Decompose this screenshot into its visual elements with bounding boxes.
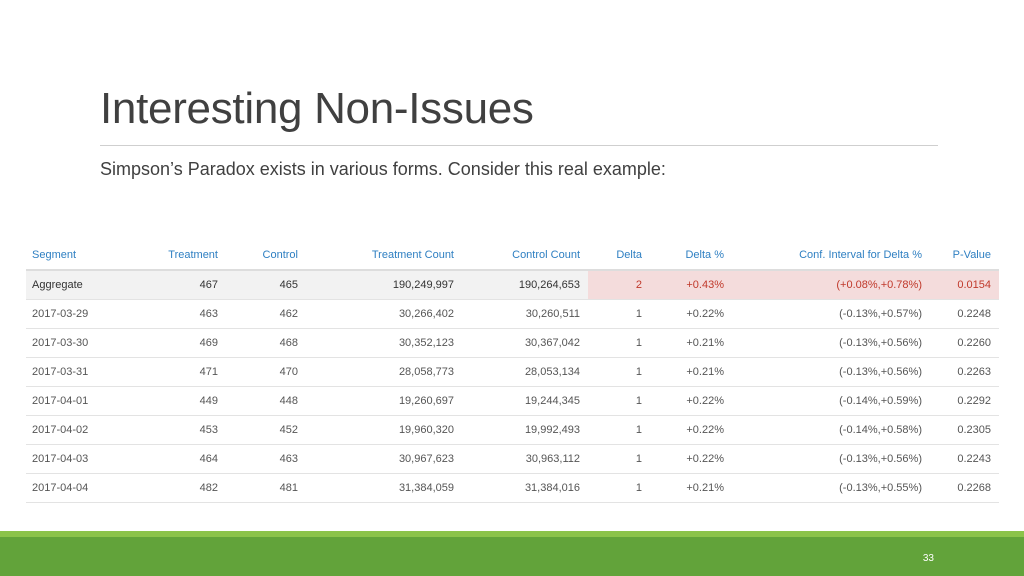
- table-header-row: Segment Treatment Control Treatment Coun…: [26, 241, 999, 271]
- cell-treatment: 469: [138, 328, 226, 358]
- table-row: 2017-04-01 449 448 19,260,697 19,244,345…: [26, 386, 999, 416]
- column-header-p-value: P-Value: [930, 241, 999, 271]
- column-header-treatment: Treatment: [138, 241, 226, 271]
- cell-confidence-interval: (-0.13%,+0.56%): [732, 444, 930, 474]
- cell-treatment: 482: [138, 473, 226, 503]
- cell-delta-percent: +0.22%: [650, 444, 732, 474]
- cell-delta: 1: [588, 357, 650, 387]
- cell-p-value: 0.0154: [930, 270, 999, 300]
- cell-control: 462: [226, 299, 306, 329]
- cell-segment: 2017-03-29: [26, 299, 138, 329]
- cell-treatment-count: 30,266,402: [306, 299, 462, 329]
- cell-confidence-interval: (+0.08%,+0.78%): [732, 270, 930, 300]
- title-divider: [100, 145, 938, 146]
- cell-treatment-count: 31,384,059: [306, 473, 462, 503]
- cell-control-count: 19,244,345: [462, 386, 588, 416]
- column-header-control: Control: [226, 241, 306, 271]
- cell-treatment: 471: [138, 357, 226, 387]
- cell-treatment: 449: [138, 386, 226, 416]
- column-header-confidence-interval: Conf. Interval for Delta %: [732, 241, 930, 271]
- cell-p-value: 0.2305: [930, 415, 999, 445]
- cell-control-count: 30,963,112: [462, 444, 588, 474]
- cell-confidence-interval: (-0.14%,+0.58%): [732, 415, 930, 445]
- cell-treatment-count: 30,352,123: [306, 328, 462, 358]
- cell-delta: 1: [588, 415, 650, 445]
- cell-treatment-count: 190,249,997: [306, 270, 462, 300]
- results-table: Segment Treatment Control Treatment Coun…: [26, 241, 999, 503]
- cell-p-value: 0.2243: [930, 444, 999, 474]
- column-header-delta: Delta: [588, 241, 650, 271]
- cell-control: 465: [226, 270, 306, 300]
- cell-treatment: 463: [138, 299, 226, 329]
- cell-segment: 2017-04-04: [26, 473, 138, 503]
- cell-control: 452: [226, 415, 306, 445]
- footer-accent-stripe: [0, 531, 1024, 537]
- cell-confidence-interval: (-0.13%,+0.56%): [732, 357, 930, 387]
- cell-p-value: 0.2268: [930, 473, 999, 503]
- cell-treatment-count: 19,960,320: [306, 415, 462, 445]
- cell-treatment-count: 19,260,697: [306, 386, 462, 416]
- cell-segment: 2017-04-02: [26, 415, 138, 445]
- cell-delta: 1: [588, 444, 650, 474]
- cell-treatment-count: 28,058,773: [306, 357, 462, 387]
- table-row: 2017-03-29 463 462 30,266,402 30,260,511…: [26, 299, 999, 329]
- cell-confidence-interval: (-0.14%,+0.59%): [732, 386, 930, 416]
- cell-segment: 2017-04-03: [26, 444, 138, 474]
- cell-p-value: 0.2248: [930, 299, 999, 329]
- table-row: 2017-03-31 471 470 28,058,773 28,053,134…: [26, 357, 999, 387]
- cell-confidence-interval: (-0.13%,+0.57%): [732, 299, 930, 329]
- cell-delta: 1: [588, 328, 650, 358]
- cell-treatment: 464: [138, 444, 226, 474]
- table-row-aggregate: Aggregate 467 465 190,249,997 190,264,65…: [26, 270, 999, 300]
- cell-control-count: 30,260,511: [462, 299, 588, 329]
- cell-segment: 2017-03-30: [26, 328, 138, 358]
- cell-segment: 2017-04-01: [26, 386, 138, 416]
- cell-delta-percent: +0.22%: [650, 299, 732, 329]
- footer-band: [0, 531, 1024, 576]
- cell-control-count: 190,264,653: [462, 270, 588, 300]
- cell-delta: 1: [588, 473, 650, 503]
- cell-control-count: 30,367,042: [462, 328, 588, 358]
- cell-control: 481: [226, 473, 306, 503]
- cell-control: 448: [226, 386, 306, 416]
- cell-control: 468: [226, 328, 306, 358]
- column-header-control-count: Control Count: [462, 241, 588, 271]
- cell-confidence-interval: (-0.13%,+0.56%): [732, 328, 930, 358]
- cell-control-count: 28,053,134: [462, 357, 588, 387]
- cell-p-value: 0.2292: [930, 386, 999, 416]
- cell-delta-percent: +0.22%: [650, 415, 732, 445]
- cell-treatment: 453: [138, 415, 226, 445]
- column-header-delta-percent: Delta %: [650, 241, 732, 271]
- table-row: 2017-04-04 482 481 31,384,059 31,384,016…: [26, 473, 999, 503]
- cell-control: 470: [226, 357, 306, 387]
- cell-control-count: 31,384,016: [462, 473, 588, 503]
- cell-segment: 2017-03-31: [26, 357, 138, 387]
- cell-segment: Aggregate: [26, 270, 138, 300]
- cell-control-count: 19,992,493: [462, 415, 588, 445]
- cell-delta-percent: +0.21%: [650, 473, 732, 503]
- table-row: 2017-04-02 453 452 19,960,320 19,992,493…: [26, 415, 999, 445]
- cell-delta: 1: [588, 386, 650, 416]
- cell-p-value: 0.2260: [930, 328, 999, 358]
- cell-delta-percent: +0.21%: [650, 357, 732, 387]
- cell-delta-percent: +0.21%: [650, 328, 732, 358]
- page-number: 33: [922, 553, 934, 564]
- table-row: 2017-03-30 469 468 30,352,123 30,367,042…: [26, 328, 999, 358]
- slide-subtitle: Simpson’s Paradox exists in various form…: [100, 159, 666, 179]
- slide-title: Interesting Non-Issues: [100, 84, 534, 133]
- cell-delta: 1: [588, 299, 650, 329]
- cell-control: 463: [226, 444, 306, 474]
- cell-delta-percent: +0.22%: [650, 386, 732, 416]
- cell-treatment-count: 30,967,623: [306, 444, 462, 474]
- cell-treatment: 467: [138, 270, 226, 300]
- cell-confidence-interval: (-0.13%,+0.55%): [732, 473, 930, 503]
- table-row: 2017-04-03 464 463 30,967,623 30,963,112…: [26, 444, 999, 474]
- cell-delta-percent: +0.43%: [650, 270, 732, 300]
- column-header-treatment-count: Treatment Count: [306, 241, 462, 271]
- cell-p-value: 0.2263: [930, 357, 999, 387]
- cell-delta: 2: [588, 270, 650, 300]
- column-header-segment: Segment: [26, 241, 138, 271]
